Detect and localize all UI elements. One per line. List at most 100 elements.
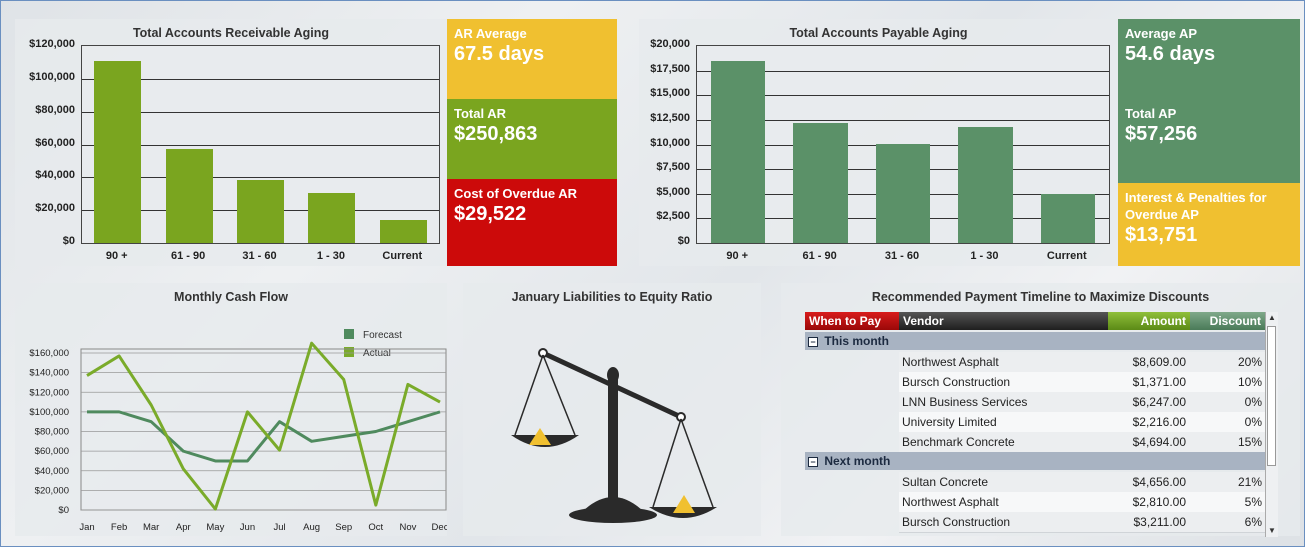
discount-cell: 6% bbox=[1244, 515, 1262, 529]
kpi-average-ap-value: 54.6 days bbox=[1125, 43, 1216, 65]
y-tick-label: $120,000 bbox=[29, 38, 75, 50]
balance-scale-icon bbox=[511, 348, 717, 523]
group-next-month[interactable]: − Next month bbox=[805, 452, 1265, 470]
kpi-interest-value: $13,751 bbox=[1125, 224, 1198, 246]
scroll-up-arrow[interactable]: ▲ bbox=[1268, 313, 1276, 322]
bar-31-60[interactable] bbox=[236, 179, 285, 243]
bar-current[interactable] bbox=[379, 220, 427, 243]
header-vendor[interactable]: Vendor bbox=[899, 312, 1108, 330]
collapse-icon[interactable]: − bbox=[808, 457, 818, 467]
table-row[interactable]: University Limited $2,216.00 0% bbox=[899, 412, 1265, 433]
table-row[interactable]: Northwest Asphalt $2,810.00 5% bbox=[899, 492, 1265, 513]
right-pan-weight bbox=[673, 495, 695, 513]
x-tick-label: Jun bbox=[240, 522, 255, 533]
x-tick-label: 1 - 30 bbox=[316, 250, 345, 262]
y-tick-label: $80,000 bbox=[35, 427, 69, 438]
payment-timeline-panel: Recommended Payment Timeline to Maximize… bbox=[781, 283, 1300, 537]
vendor-cell: Northwest Asphalt bbox=[902, 355, 999, 369]
table-row[interactable]: Benchmark Concrete $4,694.00 15% bbox=[899, 432, 1265, 453]
table-row[interactable]: LNN Business Services $6,247.00 0% bbox=[899, 392, 1265, 413]
y-tick-label: $160,000 bbox=[29, 348, 69, 359]
legend-actual-label: Actual bbox=[363, 348, 391, 359]
discount-cell: 20% bbox=[1237, 355, 1262, 369]
y-tick-label: $10,000 bbox=[650, 136, 690, 149]
x-tick-label: Oct bbox=[368, 522, 383, 533]
y-tick-label: $100,000 bbox=[29, 407, 69, 418]
scroll-thumb[interactable] bbox=[1267, 326, 1276, 466]
amount-cell: $6,247.00 bbox=[1132, 395, 1186, 409]
y-tick-label: $5,000 bbox=[656, 185, 690, 198]
kpi-overdue-ar-value: $29,522 bbox=[454, 203, 527, 225]
bar-1-30[interactable] bbox=[308, 192, 356, 243]
bar-90-[interactable] bbox=[711, 60, 766, 243]
table-scrollbar[interactable]: ▲ ▼ bbox=[1265, 312, 1278, 537]
x-tick-label: Aug bbox=[303, 522, 320, 533]
amount-cell: $3,211.00 bbox=[1133, 515, 1187, 529]
ap-chart-title: Total Accounts Payable Aging bbox=[789, 26, 968, 40]
series-line-actual[interactable] bbox=[86, 341, 441, 511]
cash-flow-chart: Forecast Actual $160,000 $140,000 $120,000… bbox=[29, 329, 447, 533]
y-tick-label: $40,000 bbox=[35, 169, 75, 182]
group-label: Next month bbox=[824, 454, 891, 468]
discount-cell: 0% bbox=[1244, 395, 1262, 409]
x-tick-label: 31 - 60 bbox=[884, 250, 920, 262]
x-tick-label: 61 - 90 bbox=[170, 250, 206, 262]
y-tick-label: $20,000 bbox=[35, 485, 69, 496]
header-amount[interactable]: Amount bbox=[1108, 312, 1190, 330]
gridline bbox=[697, 119, 1109, 121]
collapse-icon[interactable]: − bbox=[808, 337, 818, 347]
x-tick-label: Jan bbox=[79, 522, 94, 533]
discount-cell: 0% bbox=[1244, 415, 1262, 429]
ap-aging-panel: Total Accounts Payable Aging $20,000 $17,… bbox=[639, 19, 1118, 266]
x-tick-label: Current bbox=[382, 250, 423, 262]
amount-cell: $4,656.00 bbox=[1132, 475, 1186, 489]
y-tick-label: $140,000 bbox=[29, 368, 69, 379]
table-row[interactable]: Bursch Construction $3,211.00 6% bbox=[899, 512, 1265, 533]
bar-1-30[interactable] bbox=[958, 126, 1013, 243]
series-line-forecast[interactable] bbox=[87, 410, 441, 463]
group-label: This month bbox=[824, 334, 890, 348]
y-tick-label: $0 bbox=[62, 235, 75, 247]
vendor-cell: Sultan Concrete bbox=[902, 475, 989, 489]
gridline bbox=[697, 95, 1109, 97]
y-tick-label: $120,000 bbox=[29, 387, 69, 398]
gridline bbox=[697, 70, 1109, 72]
left-pan-weight bbox=[529, 428, 551, 445]
y-tick-label: $80,000 bbox=[35, 103, 75, 116]
kpi-ar-average-label: AR Average bbox=[454, 26, 527, 41]
bar-31-60[interactable] bbox=[875, 143, 931, 243]
kpi-overdue-ar-label: Cost of Overdue AR bbox=[454, 186, 578, 201]
x-tick-label: Dec bbox=[432, 522, 447, 533]
group-this-month[interactable]: − This month bbox=[805, 332, 1265, 350]
legend-forecast-label: Forecast bbox=[363, 330, 402, 341]
ratio-title: January Liabilities to Equity Ratio bbox=[511, 290, 713, 304]
header-when-to-pay[interactable]: When to Pay bbox=[805, 312, 899, 330]
gridline bbox=[82, 78, 439, 80]
scroll-down-arrow[interactable]: ▼ bbox=[1268, 526, 1276, 535]
table-row[interactable]: Northwest Asphalt $8,609.00 20% bbox=[899, 352, 1265, 373]
bar-61-90[interactable] bbox=[793, 122, 848, 243]
bar-90-[interactable] bbox=[94, 60, 142, 243]
x-tick-label: Sep bbox=[335, 522, 352, 533]
x-tick-label: 90 + bbox=[726, 250, 749, 262]
header-discount[interactable]: Discount bbox=[1190, 312, 1265, 330]
vendor-cell: University Limited bbox=[902, 415, 997, 429]
bar-61-90[interactable] bbox=[165, 149, 213, 243]
x-tick-label: Jul bbox=[273, 522, 285, 533]
bar-current[interactable] bbox=[1040, 193, 1095, 243]
y-tick-label: $40,000 bbox=[35, 466, 69, 477]
x-tick-label: 1 - 30 bbox=[970, 250, 999, 262]
amount-cell: $4,694.00 bbox=[1132, 435, 1186, 449]
amount-cell: $2,810.00 bbox=[1132, 495, 1186, 509]
ar-plot-area bbox=[81, 45, 440, 244]
kpi-average-ap-label: Average AP bbox=[1125, 26, 1198, 41]
legend-forecast-swatch bbox=[344, 329, 354, 339]
table-row[interactable]: Sultan Concrete $4,656.00 21% bbox=[899, 472, 1265, 493]
y-tick-label: $20,000 bbox=[650, 38, 690, 50]
ap-plot-area bbox=[696, 45, 1110, 244]
gridline bbox=[82, 111, 439, 113]
legend-actual-swatch bbox=[344, 347, 354, 357]
kpi-total-ap-label: Total AP bbox=[1125, 106, 1177, 121]
cash-flow-panel: Monthly Cash Flow Forecast Actual $160,0… bbox=[15, 283, 447, 536]
table-row[interactable]: Bursch Construction $1,371.00 10% bbox=[899, 372, 1265, 393]
